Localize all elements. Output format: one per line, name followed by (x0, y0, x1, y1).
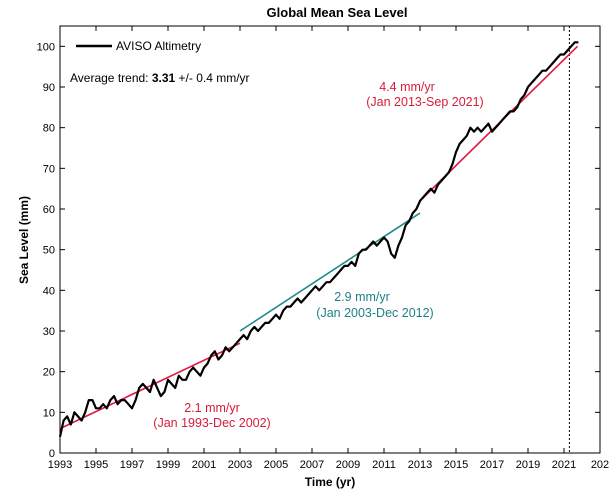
x-tick-label: 2005 (264, 459, 288, 471)
plot-frame (59, 25, 601, 454)
series-line-aviso (58, 41, 579, 437)
y-tick-label: 30 (43, 326, 55, 338)
y-tick-label: 0 (49, 448, 55, 460)
x-tick-label: 1999 (156, 459, 180, 471)
x-axis: 1993 1995 1997 1999 2001 2003 2005 2007 2009 2011… (48, 26, 609, 471)
trend-line-2003-2012 (239, 212, 421, 332)
x-tick-label: 2019 (516, 459, 540, 471)
y-tick-label: 20 (43, 367, 55, 379)
y-tick-label: 100 (37, 41, 55, 53)
x-tick-label: 1993 (48, 459, 72, 471)
trend-label-period-1993: (Jan 1993-Dec 2002) (153, 416, 270, 430)
y-axis-label: Sea Level (mm) (17, 196, 31, 284)
y-tick-label: 10 (43, 407, 55, 419)
x-tick-label: 1995 (84, 459, 108, 471)
x-tick-label: 2015 (444, 459, 468, 471)
x-axis-label: Time (yr) (305, 475, 355, 489)
average-trend-annotation: Average trend: 3.31 +/- 0.4 mm/yr (70, 71, 250, 85)
trend-label-rate-2013: 4.4 mm/yr (379, 80, 435, 94)
average-trend-value: 3.31 (152, 71, 176, 85)
x-tick-label: 2009 (336, 459, 360, 471)
trend-label-rate-1993: 2.1 mm/yr (184, 401, 240, 415)
average-trend-prefix: Average trend: (70, 71, 152, 85)
y-axis: 0 10 20 30 40 50 60 70 80 90 100 (37, 41, 600, 460)
x-tick-label: 2007 (300, 459, 324, 471)
y-tick-label: 70 (43, 163, 55, 175)
x-tick-label: 2011 (372, 459, 396, 471)
x-tick-label: 2021 (552, 459, 576, 471)
legend: AVISO Altimetry (76, 39, 201, 53)
x-tick-label: 2003 (228, 459, 252, 471)
x-tick-label: 202 (591, 459, 609, 471)
y-tick-label: 60 (43, 204, 55, 216)
y-tick-label: 80 (43, 123, 55, 135)
x-tick-label: 1997 (120, 459, 144, 471)
y-tick-label: 40 (43, 285, 55, 297)
average-trend-suffix: +/- 0.4 mm/yr (175, 71, 249, 85)
x-tick-label: 2013 (408, 459, 432, 471)
trend-label-rate-2003: 2.9 mm/yr (334, 290, 390, 304)
trend-label-period-2003: (Jan 2003-Dec 2012) (316, 306, 433, 320)
y-tick-label: 90 (43, 82, 55, 94)
x-tick-label: 2001 (192, 459, 216, 471)
chart-title: Global Mean Sea Level (267, 5, 408, 20)
trend-label-period-2013: (Jan 2013-Sep 2021) (366, 95, 483, 109)
legend-label: AVISO Altimetry (116, 39, 201, 53)
x-tick-label: 2017 (480, 459, 504, 471)
y-tick-label: 50 (43, 245, 55, 257)
